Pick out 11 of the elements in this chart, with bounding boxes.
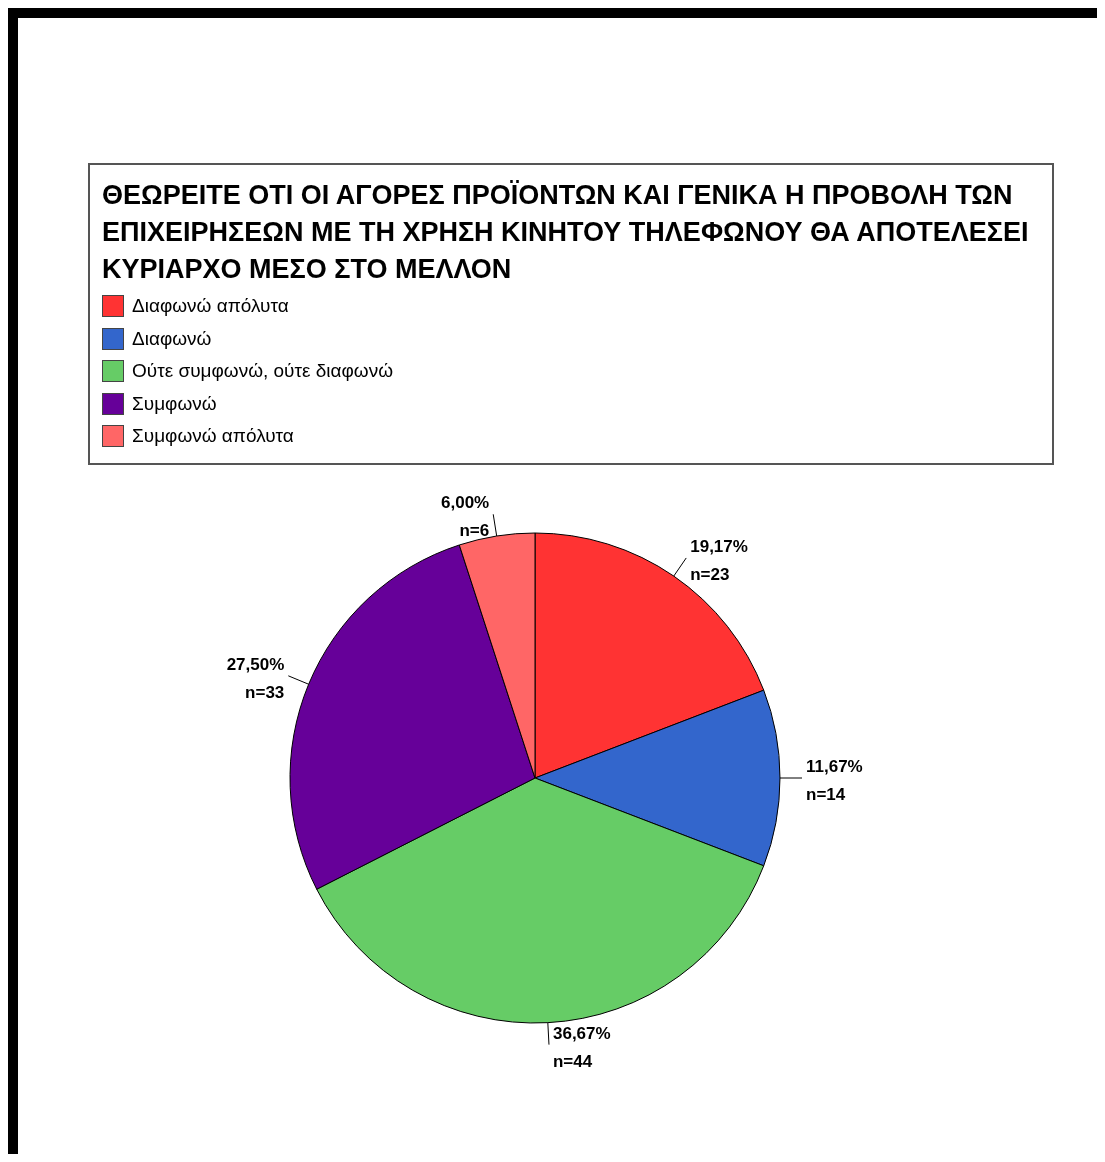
legend-label: Συμφωνώ απόλυτα — [132, 425, 294, 448]
data-label: 6,00% n=6 — [441, 493, 490, 541]
chart-title: ΘΕΩΡΕΙΤΕ ΟΤΙ ΟΙ ΑΓΟΡΕΣ ΠΡΟΪΟΝΤΩΝ ΚΑΙ ΓΕΝΙΚΑ Η ΠΡΟΒΟΛΗ ΤΩΝ ΕΠΙΧΕΙΡΗΣΕΩΝ ΜΕ ΤΗ ΧΡΗΣΗ ΚΙΝΗΤΟΥ ΤΗΛΕΦΩΝΟΥ ΘΑ ΑΠΟΤΕΛΕΣΕΙ ΚΥΡΙΑΡΧΟ ΜΕΣΟ ΣΤΟ ΜΕΛΛΟΝ — [102, 179, 1030, 286]
legend-label: Διαφωνώ — [132, 327, 212, 350]
legend-label: Διαφωνώ απόλυτα — [132, 295, 289, 318]
data-label: 27,50% n=33 — [226, 654, 285, 702]
data-label: 36,67% n=44 — [552, 1023, 611, 1071]
data-label: 19,17% n=23 — [690, 536, 748, 584]
legend-label: Ούτε συμφωνώ, ούτε διαφωνώ — [132, 360, 394, 383]
legend-label: Συμφωνώ — [132, 392, 217, 415]
data-label: 11,67% n=14 — [806, 757, 863, 804]
